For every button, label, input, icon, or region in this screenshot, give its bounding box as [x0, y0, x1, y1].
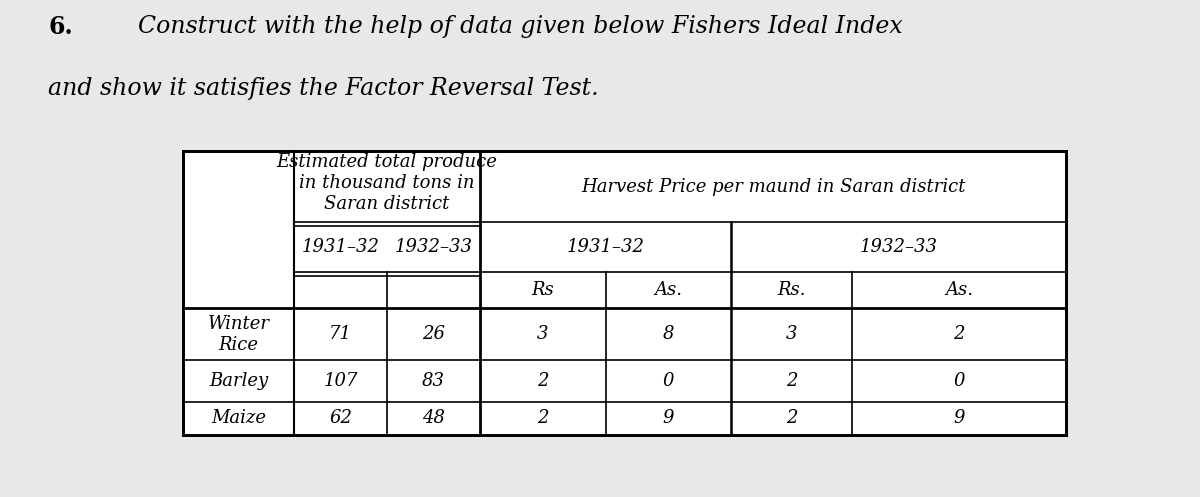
Text: 1931–32: 1931–32 — [301, 238, 379, 256]
Text: 3: 3 — [538, 325, 548, 343]
Bar — [182, 152, 1066, 435]
Text: 9: 9 — [662, 410, 674, 427]
Text: 107: 107 — [324, 372, 358, 390]
Text: 2: 2 — [538, 410, 548, 427]
Text: 62: 62 — [329, 410, 352, 427]
Text: Harvest Price per maund in Saran district: Harvest Price per maund in Saran distric… — [581, 178, 965, 196]
Text: Rs.: Rs. — [778, 281, 806, 299]
Text: 1932–33: 1932–33 — [859, 238, 937, 256]
Text: 2: 2 — [953, 325, 965, 343]
Text: Winter
Rice: Winter Rice — [208, 315, 269, 354]
Text: As.: As. — [654, 281, 683, 299]
Text: 8: 8 — [662, 325, 674, 343]
Text: 9: 9 — [953, 410, 965, 427]
Text: Estimated total produce
in thousand tons in
Saran district: Estimated total produce in thousand tons… — [277, 153, 498, 213]
Text: 6.: 6. — [48, 15, 73, 39]
Text: 2: 2 — [538, 372, 548, 390]
Text: Maize: Maize — [211, 410, 266, 427]
Text: Rs: Rs — [532, 281, 554, 299]
Text: Barley: Barley — [209, 372, 268, 390]
Text: 1932–33: 1932–33 — [395, 238, 473, 256]
Text: Construct with the help of data given below Fishers Ideal Index: Construct with the help of data given be… — [138, 15, 902, 38]
Text: 83: 83 — [422, 372, 445, 390]
Text: 2: 2 — [786, 372, 798, 390]
Text: 0: 0 — [953, 372, 965, 390]
Text: 1931–32: 1931–32 — [566, 238, 644, 256]
Text: and show it satisfies the Factor Reversal Test.: and show it satisfies the Factor Reversa… — [48, 77, 599, 100]
Text: 0: 0 — [662, 372, 674, 390]
Text: 2: 2 — [786, 410, 798, 427]
Text: 26: 26 — [422, 325, 445, 343]
Text: 71: 71 — [329, 325, 352, 343]
Text: As.: As. — [946, 281, 973, 299]
Text: 48: 48 — [422, 410, 445, 427]
Text: 3: 3 — [786, 325, 798, 343]
